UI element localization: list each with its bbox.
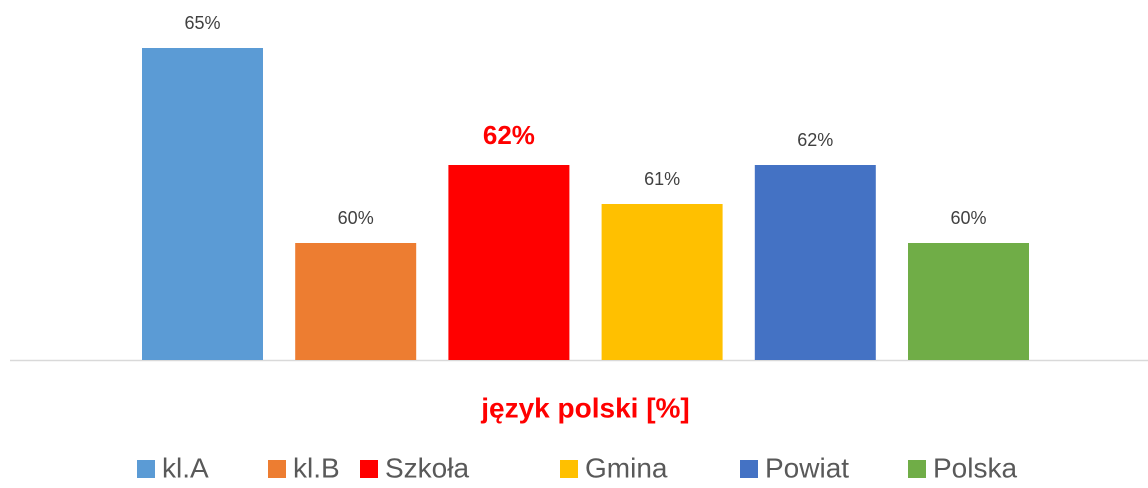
legend-swatch bbox=[560, 460, 578, 478]
legend-swatch bbox=[908, 460, 926, 478]
legend-swatch bbox=[268, 460, 286, 478]
bar bbox=[448, 165, 570, 360]
bar bbox=[908, 243, 1029, 360]
legend-label: Powiat bbox=[765, 452, 849, 483]
bar bbox=[754, 165, 876, 360]
legend-label: Gmina bbox=[585, 452, 668, 483]
legend-swatch bbox=[360, 460, 378, 478]
bar bbox=[142, 48, 263, 360]
bar bbox=[601, 204, 723, 360]
data-label: 60% bbox=[950, 208, 986, 228]
legend-label: Szkoła bbox=[385, 452, 469, 483]
data-label: 62% bbox=[797, 130, 833, 150]
legend-label: Polska bbox=[933, 452, 1017, 483]
legend-swatch bbox=[137, 460, 155, 478]
data-label: 60% bbox=[338, 208, 374, 228]
bar bbox=[295, 243, 417, 360]
legend-label: kl.A bbox=[162, 452, 209, 483]
category-label: język polski [%] bbox=[480, 392, 690, 423]
data-label: 61% bbox=[644, 169, 680, 189]
data-label: 62% bbox=[483, 120, 535, 150]
data-label: 65% bbox=[184, 13, 220, 33]
legend-swatch bbox=[740, 460, 758, 478]
legend-label: kl.B bbox=[293, 452, 340, 483]
